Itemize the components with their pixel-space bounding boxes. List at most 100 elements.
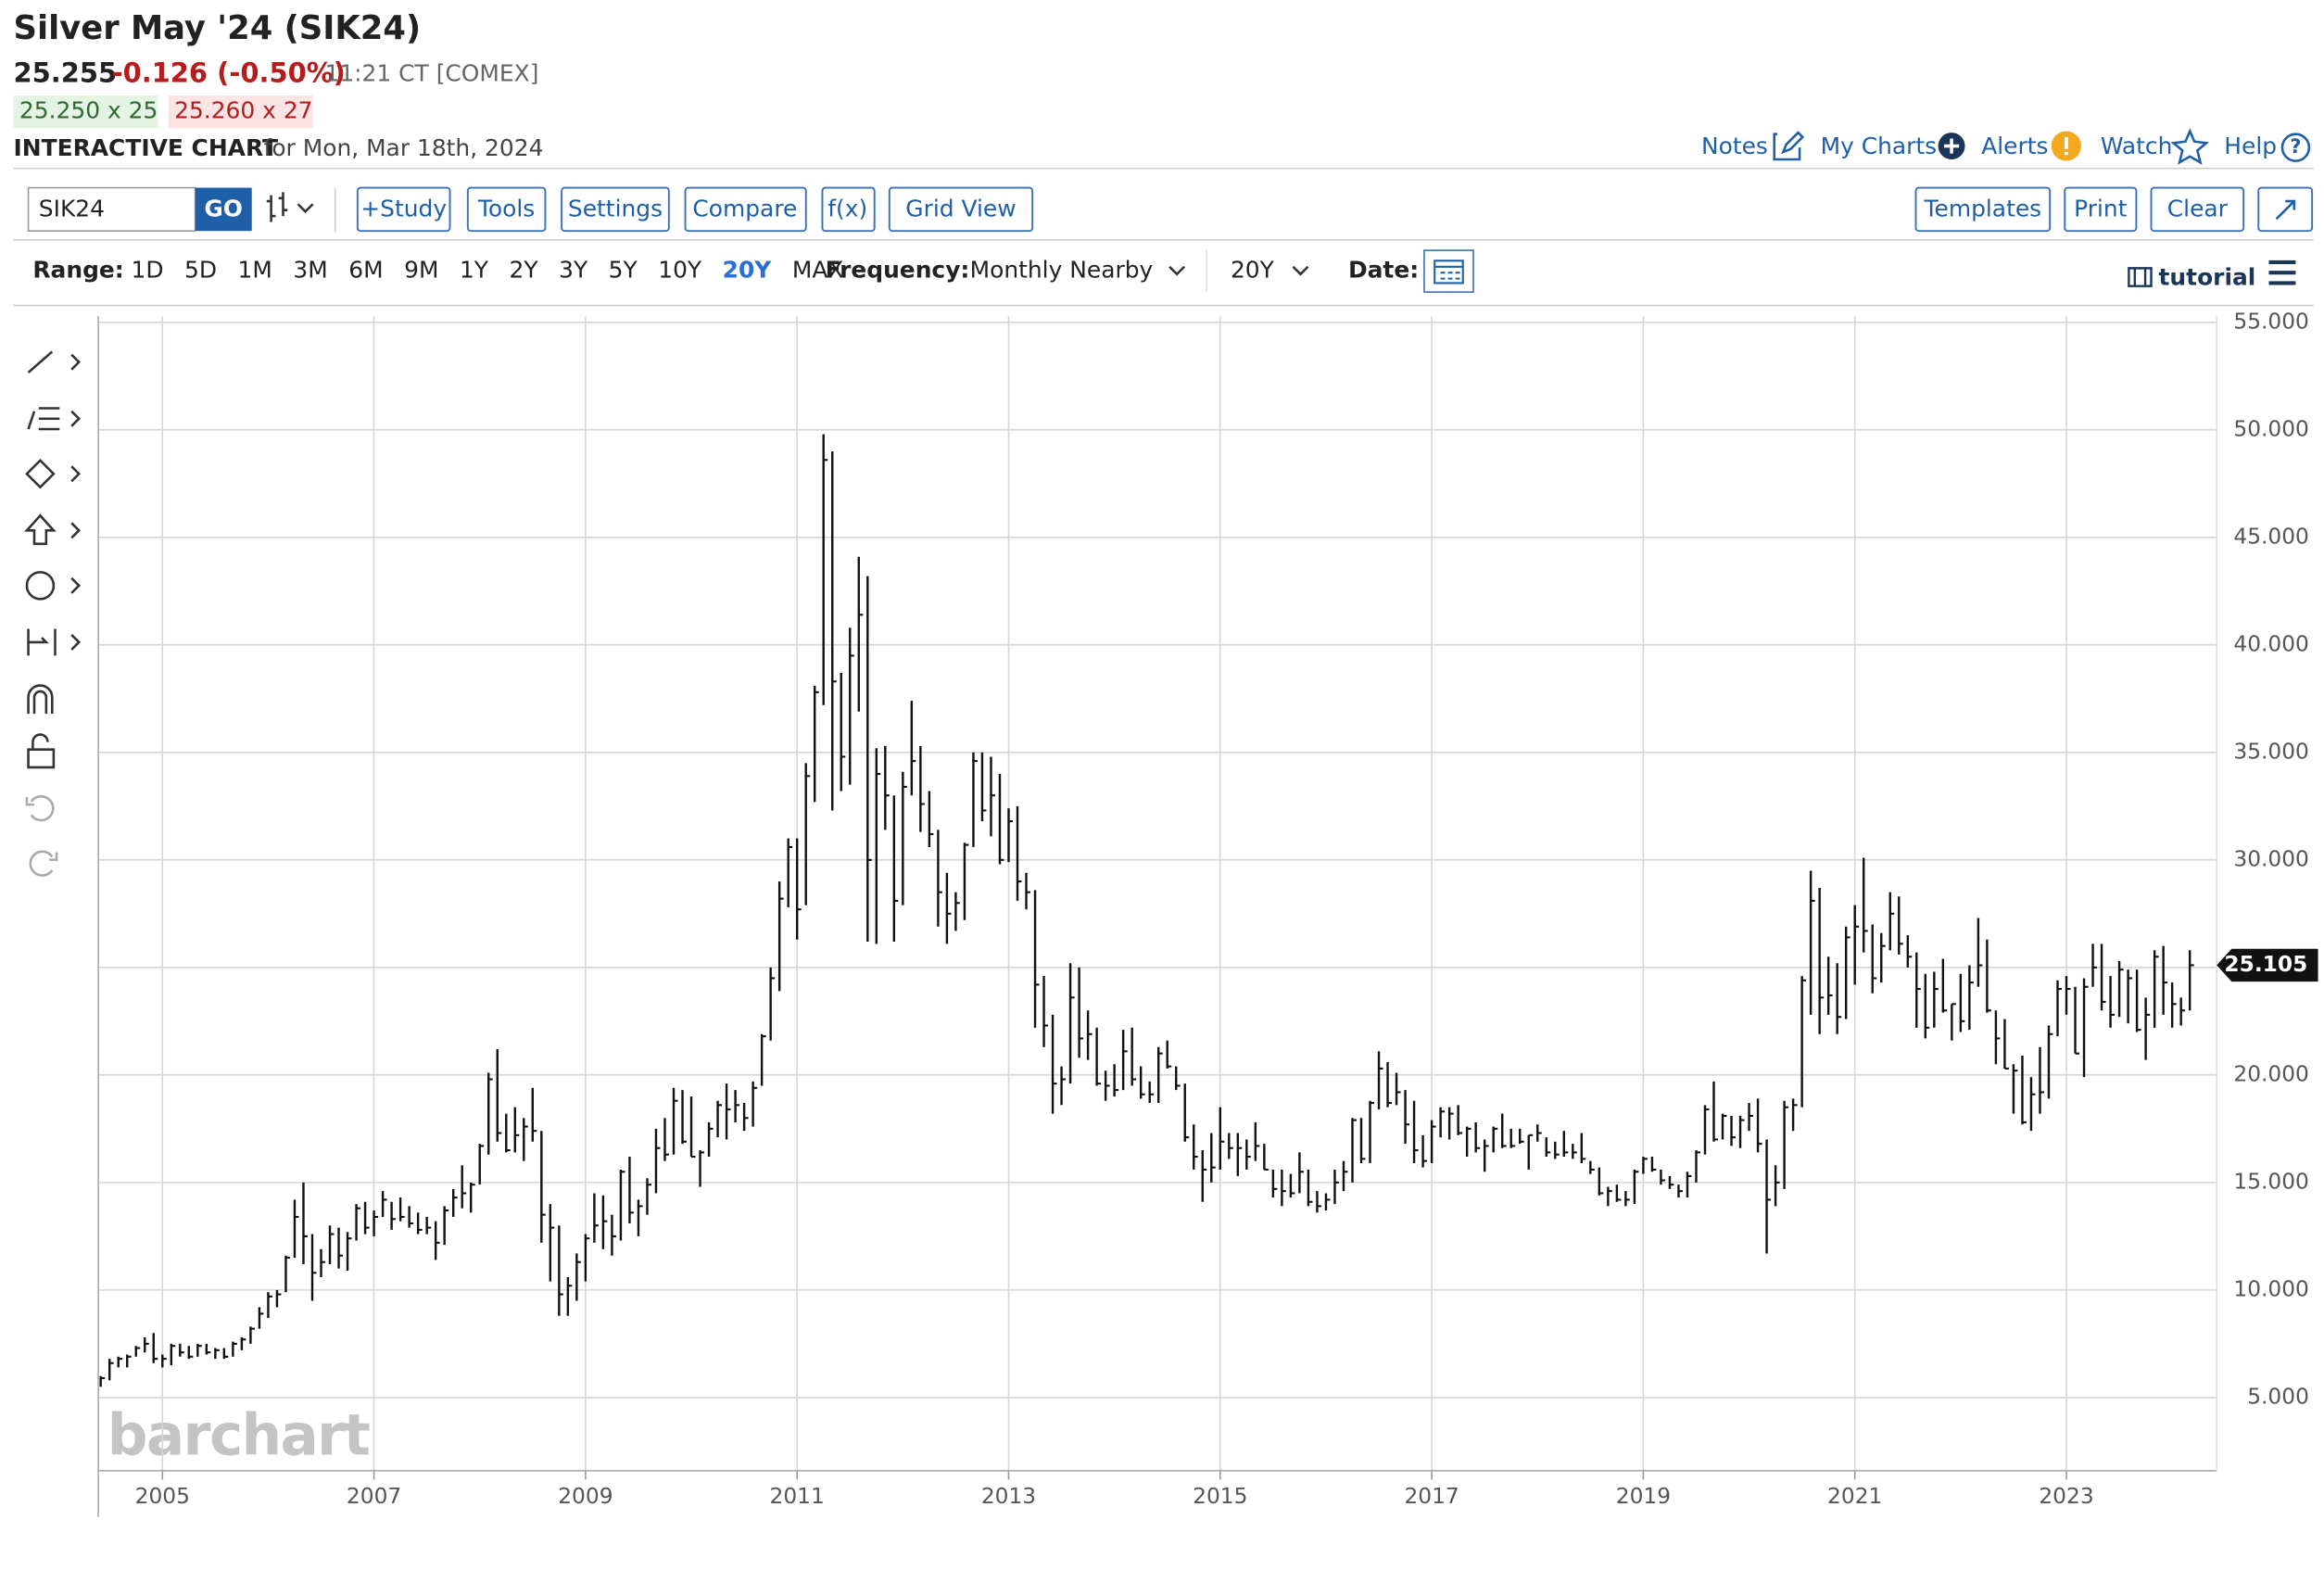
button-label: Grid View — [905, 196, 1016, 222]
x-tick-label: 2017 — [1404, 1484, 1459, 1509]
last-price-tag — [2217, 948, 2318, 982]
grid-view-button[interactable]: Grid View — [888, 186, 1034, 233]
last-price: 25.255 — [13, 57, 117, 88]
fx-button[interactable]: f(x) — [821, 186, 876, 233]
x-tick-label: 2021 — [1827, 1484, 1882, 1509]
help-q: ? — [2290, 135, 2301, 158]
x-tick-label: 2023 — [2039, 1484, 2093, 1509]
nav-my-charts[interactable]: My Charts — [1821, 133, 1938, 159]
y-tick-label: 20.000 — [2233, 1061, 2309, 1086]
nav-alerts[interactable]: Alerts — [1981, 133, 2048, 159]
tools-button[interactable]: Tools — [466, 186, 547, 233]
y-tick-label: 10.000 — [2233, 1276, 2309, 1301]
y-tick-label: 15.000 — [2233, 1169, 2309, 1194]
range-option[interactable]: MAX — [792, 257, 844, 284]
nav-watch[interactable]: Watch — [2101, 133, 2173, 159]
menu-icon[interactable] — [2268, 260, 2296, 285]
tool-text[interactable] — [25, 571, 56, 601]
drawing-tools — [24, 350, 82, 877]
date-label: Date: — [1348, 257, 1419, 284]
range-option[interactable]: 1Y — [460, 257, 489, 284]
range-option[interactable]: 6M — [348, 257, 383, 284]
chevron — [1168, 265, 1186, 276]
notes-icon — [1773, 131, 1805, 161]
frequency-value[interactable]: Monthly Nearby — [970, 257, 1154, 284]
print-button[interactable]: Print — [2064, 186, 2138, 233]
tool-undo[interactable] — [25, 795, 55, 822]
ask-box — [168, 95, 313, 129]
tool-magnet[interactable] — [27, 684, 54, 715]
range-option[interactable]: 1D — [131, 257, 163, 284]
tool-line[interactable] — [27, 350, 82, 374]
button-label: f(x) — [827, 196, 867, 222]
frequency-label: Frequency: — [826, 257, 970, 284]
ask: 25.260 x 27 — [174, 97, 312, 124]
expand-button[interactable] — [2257, 186, 2314, 233]
settings-button[interactable]: Settings — [561, 186, 670, 233]
x-tick-label: 2013 — [981, 1484, 1036, 1509]
button-label: Tools — [477, 196, 535, 222]
range-option[interactable]: 10Y — [658, 257, 702, 284]
y-tick-label: 50.000 — [2233, 416, 2309, 441]
chart-date: for Mon, Mar 18th, 2024 — [264, 134, 544, 161]
tool-redo[interactable] — [29, 850, 58, 877]
button-label: Clear — [2167, 196, 2229, 222]
symbol: SIK24 — [39, 196, 105, 222]
range-option[interactable]: 5Y — [609, 257, 638, 284]
go-button[interactable] — [195, 187, 252, 232]
y-tick-label: 35.000 — [2233, 739, 2309, 764]
templates-button[interactable]: Templates — [1914, 186, 2052, 233]
title: Silver May '24 (SIK24) — [13, 9, 421, 47]
x-tick-label: 2011 — [770, 1484, 825, 1509]
tutorial-icon — [2128, 267, 2153, 287]
x-tick-label: 2007 — [347, 1484, 401, 1509]
clear-button[interactable]: Clear — [2150, 186, 2245, 233]
range-option[interactable]: 1M — [238, 257, 272, 284]
tutorial[interactable]: tutorial — [2159, 264, 2256, 291]
bid-box — [13, 95, 158, 129]
button-label: Compare — [692, 196, 797, 222]
button-label: Templates — [1924, 196, 2042, 222]
quote-time: 11:21 CT [COMEX] — [324, 59, 538, 86]
bar-type-icon[interactable] — [266, 192, 314, 222]
tool-arrow[interactable] — [24, 513, 82, 546]
nav-notes[interactable]: Notes — [1701, 133, 1768, 159]
y-tick-label: 45.000 — [2233, 524, 2309, 549]
calendar-button[interactable] — [1423, 249, 1474, 293]
x-tick-label: 2015 — [1193, 1484, 1247, 1509]
button-label: +Study — [360, 196, 447, 222]
range-option[interactable]: 5D — [184, 257, 217, 284]
button-label: Settings — [568, 196, 663, 222]
x-tick-label: 2005 — [135, 1484, 190, 1509]
watermark: barchart — [107, 1403, 370, 1469]
tool-measure[interactable] — [27, 628, 82, 656]
range-option[interactable]: 2Y — [510, 257, 539, 284]
star-icon — [2170, 128, 2210, 165]
symbol-input[interactable] — [27, 186, 196, 232]
price-change: -0.126 (-0.50%) — [112, 57, 346, 88]
x-tick-label: 2019 — [1616, 1484, 1671, 1509]
compare-button[interactable]: Compare — [684, 186, 807, 233]
range-option[interactable]: 3Y — [559, 257, 588, 284]
help-icon — [2280, 133, 2311, 162]
last-price-label: 25.105 — [2224, 952, 2307, 977]
range-option[interactable]: 3M — [293, 257, 327, 284]
plus-sign — [1944, 138, 1960, 154]
range-option[interactable]: 9M — [404, 257, 438, 284]
calendar-icon — [1434, 260, 1464, 285]
y-tick-label: 30.000 — [2233, 846, 2309, 871]
tool-shape[interactable] — [25, 458, 82, 489]
chevron — [1292, 265, 1309, 276]
tool-fib[interactable] — [27, 407, 82, 431]
y-tick-label: 5.000 — [2247, 1384, 2309, 1409]
period-value[interactable]: 20Y — [1231, 257, 1275, 284]
range-option[interactable]: 20Y — [723, 257, 773, 284]
study-button[interactable]: +Study — [356, 186, 451, 233]
nav-help[interactable]: Help — [2224, 133, 2277, 159]
go-label: GO — [204, 196, 243, 222]
button-label: Print — [2074, 196, 2128, 222]
chart: 5.00010.00015.00020.00025.00030.00035.00… — [97, 309, 2318, 1517]
chart-label: INTERACTIVE CHART — [13, 134, 278, 161]
tool-lock[interactable] — [27, 733, 56, 769]
